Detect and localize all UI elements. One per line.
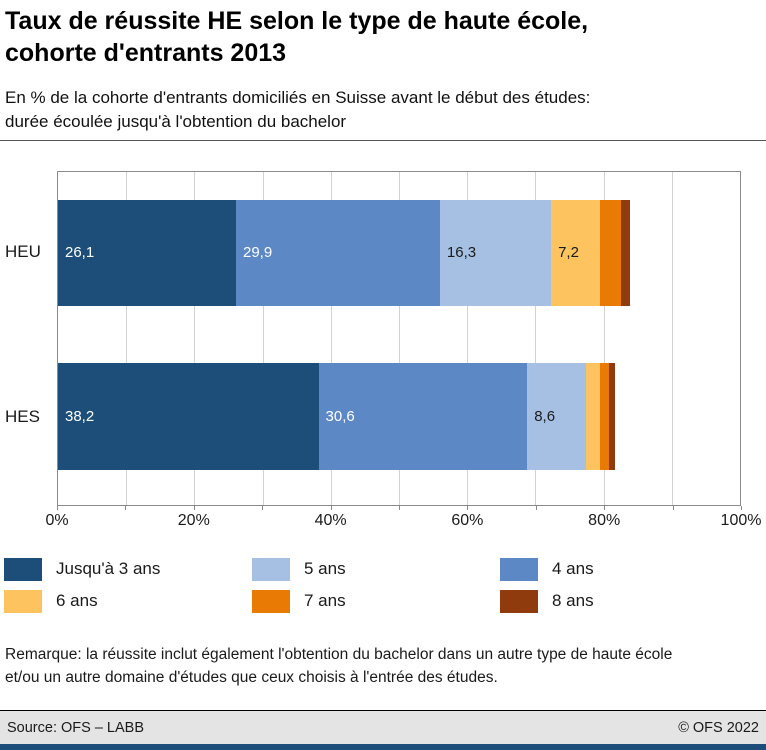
x-axis-tick	[57, 505, 58, 510]
legend-label: 8 ans	[552, 591, 594, 611]
copyright-text: © OFS 2022	[678, 719, 759, 736]
gridline	[535, 171, 537, 505]
legend-item: 6 ans	[4, 589, 252, 613]
bar-segment-hes-5	[609, 363, 616, 470]
page-title-line2: cohorte d'entrants 2013	[5, 38, 287, 67]
bar-segment-heu-5	[620, 199, 631, 307]
chart-remark-line1: Remarque: la réussite inclut également l…	[5, 645, 673, 663]
bar-segment-hes-2: 8,6	[527, 363, 586, 470]
bar-segment-hes-0: 38,2	[58, 363, 319, 470]
legend-label: 6 ans	[56, 591, 98, 611]
gridline	[330, 171, 332, 505]
legend-label: 5 ans	[304, 559, 346, 579]
bar-segment-heu-2: 16,3	[439, 199, 552, 307]
gridline	[467, 171, 469, 505]
x-axis-tick	[262, 505, 264, 510]
legend: Jusqu'à 3 ans 5 ans 4 ans 6 ans 7 ans 8 ans	[4, 557, 766, 613]
x-tick-label: 60%	[451, 511, 484, 529]
x-axis-tick	[125, 505, 127, 510]
gridline	[194, 171, 196, 505]
x-tick-label: 20%	[177, 511, 210, 529]
category-label-hes: HES	[5, 407, 40, 427]
bar-segment-heu-3: 7,2	[551, 199, 601, 307]
x-axis-tick	[399, 505, 400, 510]
bar-segment-hes-1: 30,6	[318, 363, 528, 470]
legend-label: Jusqu'à 3 ans	[56, 559, 161, 579]
x-axis-tick	[741, 505, 742, 510]
chart-subtitle: En % de la cohorte d'entrants domiciliés…	[5, 86, 760, 134]
legend-swatch	[4, 589, 42, 613]
gridline	[262, 171, 264, 505]
stacked-bar-chart: HEU HES 26,1 29,9 16,3 7,2 38,2 30,6 8,6 0% 20% 4…	[0, 170, 766, 536]
legend-label: 4 ans	[552, 559, 594, 579]
segment-value-label: 30,6	[325, 408, 355, 426]
segment-value-label: 16,3	[446, 244, 477, 262]
gridline	[399, 171, 400, 505]
plot-area: 26,1 29,9 16,3 7,2 38,2 30,6 8,6	[57, 170, 741, 506]
x-axis-tick	[330, 505, 332, 510]
brand-bar	[0, 744, 766, 750]
chart-subtitle-line2: durée écoulée jusqu'à l'obtention du bac…	[5, 111, 347, 131]
legend-label: 7 ans	[304, 591, 346, 611]
x-axis-tick	[193, 505, 195, 510]
page-title: Taux de réussite HE selon le type de hau…	[0, 0, 766, 69]
chart-remark-line2: et/ou un autre domaine d'études que ceux…	[5, 668, 498, 686]
legend-item: 7 ans	[252, 589, 500, 613]
segment-value-label: 8,6	[534, 408, 556, 426]
legend-swatch	[252, 589, 290, 613]
gridline	[126, 171, 128, 505]
chart-subtitle-line1: En % de la cohorte d'entrants domiciliés…	[5, 88, 591, 107]
legend-item: Jusqu'à 3 ans	[4, 557, 252, 581]
footer: Source: OFS – LABB © OFS 2022	[0, 710, 766, 744]
bar-segment-hes-3	[585, 363, 601, 470]
segment-value-label: 26,1	[65, 244, 95, 262]
x-axis: 0% 20% 40% 60% 80% 100%	[45, 505, 761, 536]
source-text: Source: OFS – LABB	[7, 719, 145, 736]
segment-value-label: 38,2	[65, 408, 95, 426]
bar-segment-heu-4	[600, 199, 621, 307]
divider	[0, 139, 766, 141]
x-tick-label: 0%	[45, 511, 69, 529]
legend-swatch	[252, 557, 290, 581]
bar-segment-hes-4	[600, 363, 610, 470]
bar-segment-heu-1: 29,9	[236, 199, 440, 307]
bar-segment-heu-0: 26,1	[58, 199, 236, 307]
gridline	[671, 171, 673, 505]
segment-value-label: 29,9	[243, 244, 273, 262]
x-tick-label: 100%	[720, 511, 762, 529]
legend-swatch	[500, 589, 538, 613]
gridline	[603, 171, 605, 505]
segment-value-label: 7,2	[558, 244, 579, 262]
legend-item: 8 ans	[500, 589, 748, 613]
bar-heu: 26,1 29,9 16,3 7,2	[58, 199, 740, 307]
y-axis-labels: HEU HES	[5, 171, 55, 506]
legend-swatch	[4, 557, 42, 581]
legend-item: 5 ans	[252, 557, 500, 581]
legend-swatch	[500, 557, 538, 581]
x-tick-label: 40%	[314, 511, 347, 529]
page-title-line1: Taux de réussite HE selon le type de hau…	[5, 7, 589, 35]
bar-hes: 38,2 30,6 8,6	[58, 363, 740, 470]
x-axis-tick	[604, 505, 606, 510]
x-axis-tick	[535, 505, 537, 510]
x-tick-label: 80%	[588, 511, 621, 529]
category-label-heu: HEU	[5, 242, 41, 262]
legend-item: 4 ans	[500, 557, 748, 581]
chart-remark: Remarque: la réussite inclut également l…	[5, 643, 758, 690]
x-axis-tick	[672, 505, 674, 510]
x-axis-tick	[467, 505, 469, 510]
